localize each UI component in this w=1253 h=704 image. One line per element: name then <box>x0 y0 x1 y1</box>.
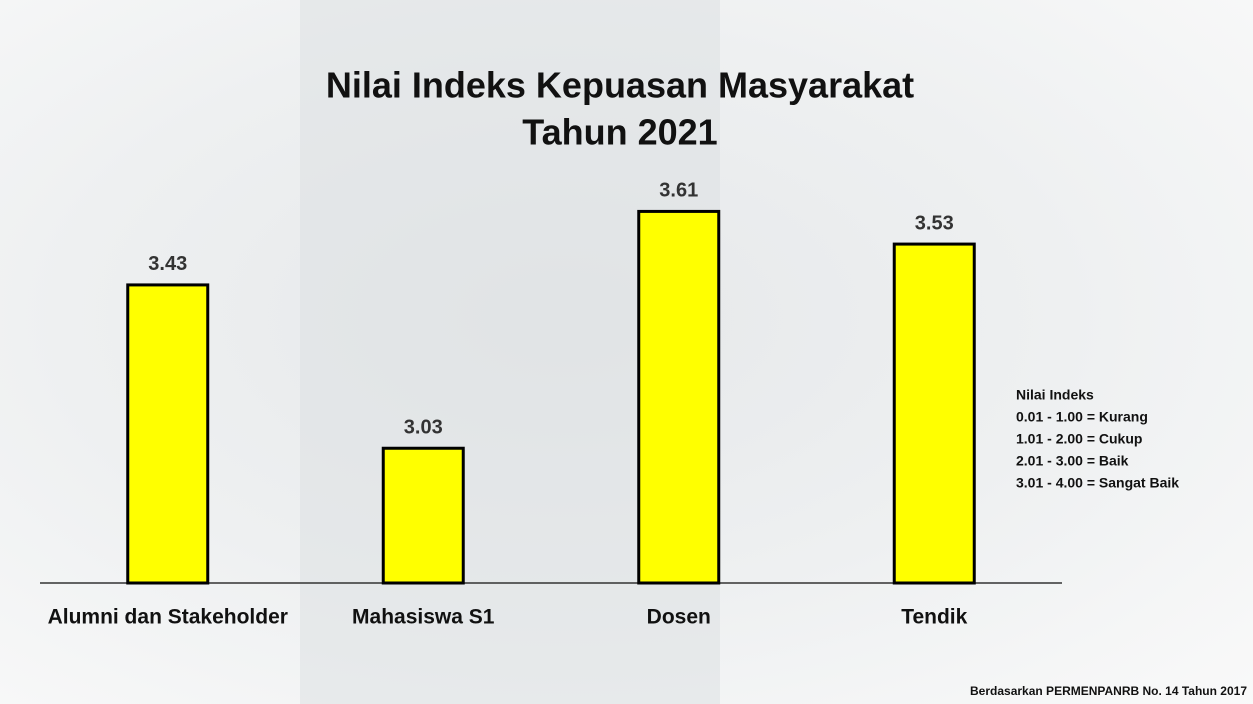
chart: Nilai Indeks Kepuasan Masyarakat Tahun 2… <box>0 0 1253 704</box>
data-label: 3.43 <box>148 253 187 275</box>
data-label: 3.03 <box>404 417 443 439</box>
chart-title: Nilai Indeks Kepuasan Masyarakat <box>326 65 914 106</box>
legend-note: Nilai Indeks <box>1016 387 1094 403</box>
bar <box>128 285 208 583</box>
legend-note: 3.01 - 4.00 = Sangat Baik <box>1016 475 1179 491</box>
chart-subtitle: Tahun 2021 <box>522 112 717 153</box>
bar <box>383 448 463 583</box>
x-tick-label: Mahasiswa S1 <box>352 606 495 629</box>
x-tick-label: Alumni dan Stakeholder <box>48 606 288 629</box>
bar <box>639 211 719 583</box>
legend-note: 1.01 - 2.00 = Cukup <box>1016 431 1142 447</box>
legend-note: 2.01 - 3.00 = Baik <box>1016 453 1129 469</box>
x-tick-label: Dosen <box>647 606 711 629</box>
legend-note: 0.01 - 1.00 = Kurang <box>1016 409 1148 425</box>
data-label: 3.61 <box>659 180 698 202</box>
x-tick-label: Tendik <box>901 606 967 629</box>
data-label: 3.53 <box>915 212 954 234</box>
footnote: Berdasarkan PERMENPANRB No. 14 Tahun 201… <box>970 684 1247 698</box>
bar <box>894 244 974 583</box>
